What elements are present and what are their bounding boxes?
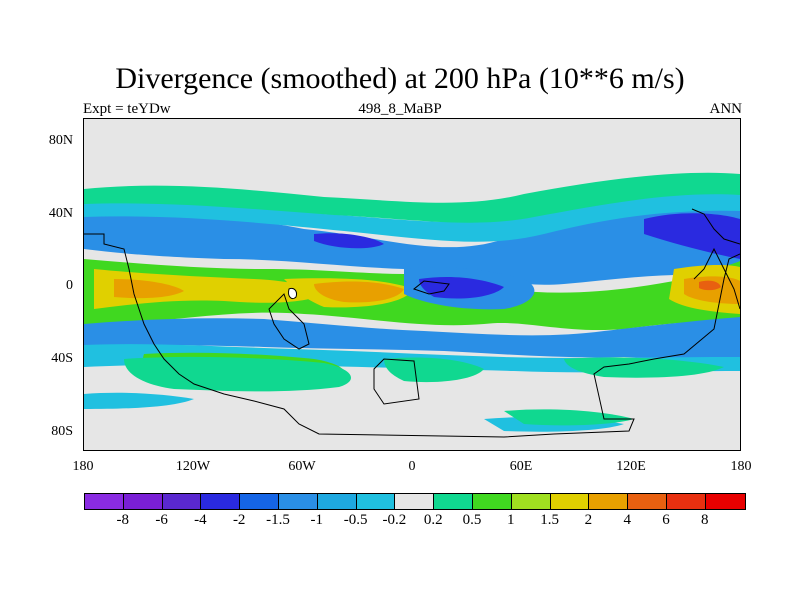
colorbar-swatch xyxy=(240,494,279,509)
colorbar-label: 1.5 xyxy=(540,512,559,528)
colorbar xyxy=(84,493,746,510)
colorbar-swatch xyxy=(201,494,241,509)
y-tick-label: 0 xyxy=(66,278,73,293)
band-equator-max xyxy=(699,280,721,291)
colorbar-label: 4 xyxy=(623,512,631,528)
colorbar-swatch xyxy=(278,494,318,509)
colorbar-label: 8 xyxy=(701,512,709,528)
colorbar-swatch xyxy=(705,494,745,509)
colorbar-label: 0.2 xyxy=(423,512,443,528)
y-tick-label: 80N xyxy=(48,133,73,148)
divergence-field-map xyxy=(84,172,740,438)
x-tick-label: 180 xyxy=(730,459,752,474)
band-south-green xyxy=(124,356,724,392)
colorbar-swatch xyxy=(434,494,473,509)
band-equator-yellow xyxy=(94,264,740,314)
x-tick-label: 0 xyxy=(408,459,416,474)
case-label: 498_8_MaBP xyxy=(358,101,442,117)
y-tick-label: 80S xyxy=(51,424,73,439)
chart-title: Divergence (smoothed) at 200 hPa (10**6 … xyxy=(115,62,685,95)
colorbar-swatch xyxy=(162,494,202,509)
colorbar-label: -4 xyxy=(194,512,207,528)
colorbar-label: 2 xyxy=(584,512,593,528)
colorbar-swatch xyxy=(85,494,124,509)
x-tick-label: 60E xyxy=(509,459,533,474)
colorbar-swatch xyxy=(317,494,357,509)
band-far-south xyxy=(84,392,624,432)
colorbar-label: -0.2 xyxy=(382,512,407,528)
map-plot-area xyxy=(83,118,741,451)
colorbar-label: 1 xyxy=(507,512,515,528)
island-outline xyxy=(288,288,297,300)
colorbar-swatch xyxy=(472,494,512,509)
colorbar-swatch xyxy=(589,494,629,509)
band-far-south-green xyxy=(504,409,634,426)
x-tick-label: 180 xyxy=(72,459,94,474)
colorbar-label: 6 xyxy=(662,512,670,528)
colorbar-label: -2 xyxy=(232,512,246,528)
colorbar-swatch xyxy=(550,494,590,509)
y-tick-label: 40N xyxy=(48,206,73,221)
colorbar-label: -1.5 xyxy=(266,512,290,528)
colorbar-label: -0.5 xyxy=(343,512,368,528)
colorbar-label: -8 xyxy=(116,512,130,528)
x-tick-label: 120E xyxy=(616,459,646,474)
experiment-label: Expt = teYDw xyxy=(83,101,171,117)
colorbar-swatch xyxy=(666,494,706,509)
colorbar-swatch xyxy=(123,494,163,509)
band-north-green xyxy=(84,172,740,223)
equator-negative-strong xyxy=(419,276,504,299)
colorbar-label: -6 xyxy=(155,512,168,528)
x-tick-label: 60W xyxy=(288,459,316,474)
band-north-cyan xyxy=(84,192,740,242)
colorbar-swatch xyxy=(511,494,551,509)
y-tick-label: 40S xyxy=(51,351,73,366)
band-north-strong xyxy=(314,213,740,259)
colorbar-swatch xyxy=(356,494,396,509)
band-south-negative xyxy=(84,317,740,359)
colorbar-swatch xyxy=(395,494,435,509)
colorbar-swatch xyxy=(628,494,667,509)
colorbar-label: 0.5 xyxy=(462,512,482,528)
coastline xyxy=(84,208,740,438)
x-tick-label: 120W xyxy=(175,459,211,474)
season-label: ANN xyxy=(709,101,743,117)
colorbar-label: -1 xyxy=(310,512,324,528)
